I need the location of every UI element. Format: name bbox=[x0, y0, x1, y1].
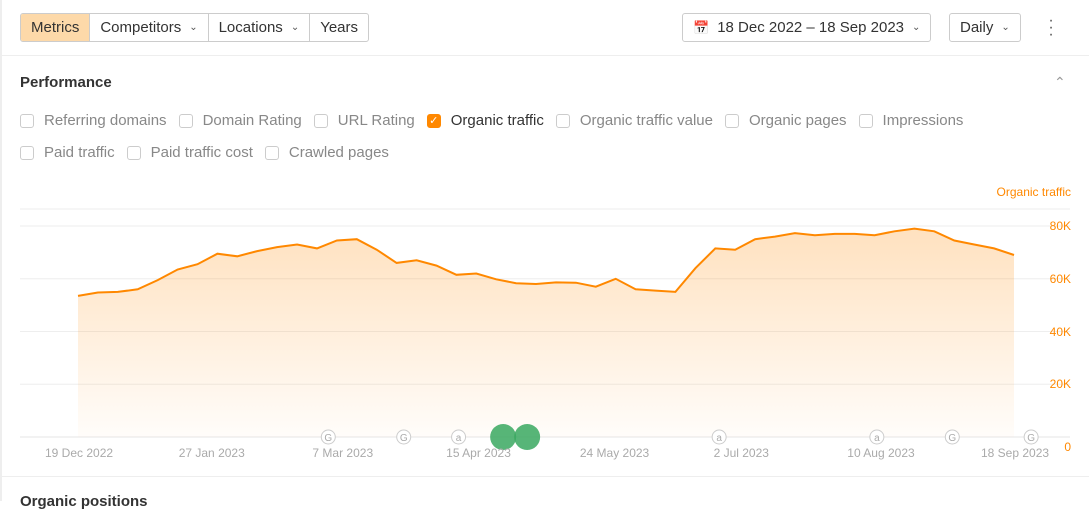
checkbox-icon[interactable] bbox=[264, 145, 279, 160]
metric-checkbox[interactable]: ✓ Organic traffic bbox=[426, 112, 544, 129]
area-fill bbox=[78, 228, 1014, 437]
x-tick-label: 15 Apr 2023 bbox=[446, 446, 511, 460]
checkbox-icon[interactable] bbox=[313, 113, 328, 128]
y-tick-label: 20K bbox=[1049, 377, 1071, 392]
marker-label: G bbox=[1027, 433, 1035, 444]
section-title: Performance bbox=[20, 74, 112, 91]
annotation-marker[interactable] bbox=[869, 429, 885, 445]
event-marker[interactable] bbox=[490, 424, 517, 450]
chevron-down-icon: ⌄ bbox=[189, 22, 198, 33]
date-range-picker[interactable]: 📅 18 Dec 2022 – 18 Sep 2023 ⌄ bbox=[682, 13, 932, 42]
marker-label: a bbox=[874, 433, 880, 444]
checkbox-icon[interactable] bbox=[724, 113, 739, 128]
metric-checkbox[interactable]: Paid traffic cost bbox=[126, 144, 253, 161]
checkbox-icon[interactable] bbox=[126, 145, 141, 160]
y-tick-label: 60K bbox=[1049, 271, 1071, 286]
series-line bbox=[77, 227, 1015, 297]
metric-checkbox[interactable]: Referring domains bbox=[20, 112, 167, 129]
metric-checkbox[interactable]: Crawled pages bbox=[264, 144, 389, 161]
tab-competitors[interactable]: Competitors ⌄ bbox=[90, 14, 209, 41]
google-update-marker[interactable] bbox=[944, 429, 960, 445]
annotation-marker[interactable] bbox=[451, 429, 467, 445]
tab-metrics[interactable]: Metrics bbox=[21, 14, 91, 41]
next-section-title: Organic positions bbox=[20, 493, 148, 510]
metric-checkbox[interactable]: Organic traffic value bbox=[555, 112, 713, 129]
y-tick-label: 80K bbox=[1049, 219, 1071, 233]
checkbox-icon[interactable] bbox=[858, 113, 873, 128]
event-marker[interactable] bbox=[514, 424, 541, 450]
checkbox-icon[interactable]: ✓ bbox=[426, 113, 441, 128]
divider bbox=[2, 55, 1089, 56]
metric-checkbox[interactable]: Domain Rating bbox=[178, 112, 302, 129]
x-tick-label: 10 Aug 2023 bbox=[847, 446, 915, 460]
marker-label: G bbox=[948, 433, 956, 444]
tab-years[interactable]: Years bbox=[320, 19, 359, 36]
x-tick-label: 18 Sep 2023 bbox=[981, 446, 1050, 460]
tab-locations[interactable]: Locations ⌄ bbox=[209, 14, 311, 41]
marker-label: a bbox=[456, 433, 462, 444]
checkbox-icon[interactable] bbox=[20, 145, 34, 160]
google-update-marker[interactable] bbox=[320, 429, 336, 445]
annotation-marker[interactable] bbox=[711, 429, 727, 445]
legend-label: Organic traffic bbox=[996, 185, 1071, 199]
marker-label: G bbox=[324, 433, 332, 444]
chevron-down-icon: ⌄ bbox=[290, 22, 300, 33]
metrics-row: Paid traffic Paid traffic cost Crawled pag… bbox=[20, 144, 401, 161]
y-tick-label: 40K bbox=[1049, 324, 1071, 339]
checkbox-icon[interactable] bbox=[178, 113, 193, 128]
calendar-icon: 📅 bbox=[693, 19, 710, 35]
divider bbox=[2, 476, 1089, 477]
metric-checkbox[interactable]: Impressions bbox=[858, 112, 963, 129]
checkbox-icon[interactable] bbox=[555, 113, 570, 128]
metric-checkbox[interactable]: Paid traffic bbox=[20, 144, 115, 161]
x-tick-label: 7 Mar 2023 bbox=[312, 446, 374, 460]
google-update-marker[interactable] bbox=[396, 429, 412, 445]
x-tick-label: 19 Dec 2022 bbox=[45, 446, 114, 460]
google-update-marker[interactable] bbox=[1023, 429, 1039, 445]
metric-checkbox[interactable]: Organic pages bbox=[724, 112, 847, 129]
x-tick-label: 27 Jan 2023 bbox=[178, 446, 245, 460]
marker-label: a bbox=[716, 433, 722, 444]
marker-label: G bbox=[400, 433, 408, 444]
left-border bbox=[0, 0, 2, 501]
x-tick-label: 2 Jul 2023 bbox=[713, 446, 769, 460]
x-tick-label: 24 May 2023 bbox=[579, 446, 650, 460]
metric-checkbox[interactable]: URL Rating bbox=[313, 112, 415, 129]
metrics-row: Referring domains Domain Rating URL Rating… bbox=[20, 112, 975, 129]
y-tick-label: 0 bbox=[1064, 440, 1071, 454]
granularity-select[interactable]: Daily ⌄ bbox=[949, 13, 1021, 42]
kebab-icon[interactable]: · · · bbox=[1048, 12, 1054, 43]
chevron-up-icon[interactable]: ⌃ bbox=[1054, 74, 1066, 90]
checkbox-icon[interactable] bbox=[20, 113, 34, 128]
view-tabs: Metrics Competitors ⌄ Locations ⌄ Years bbox=[20, 13, 370, 42]
